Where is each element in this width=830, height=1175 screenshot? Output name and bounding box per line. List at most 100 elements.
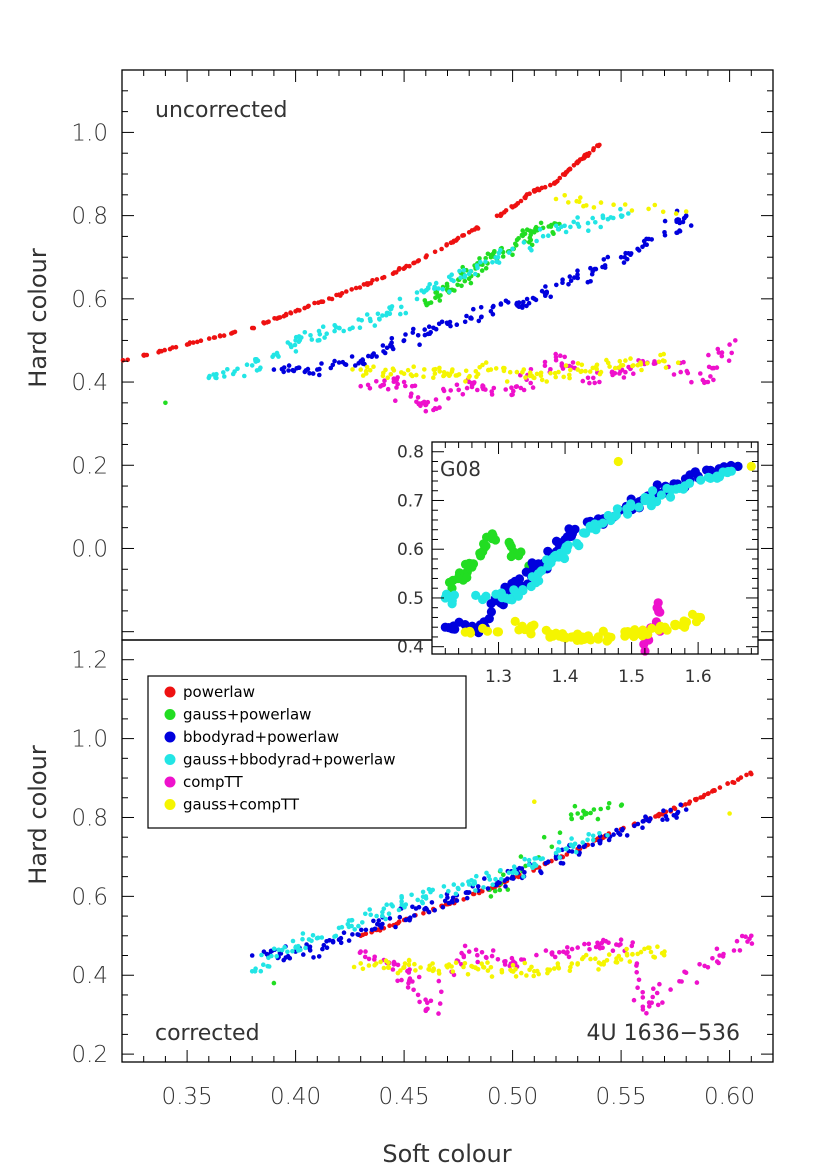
point-gauss-bbodyrad-powerlaw bbox=[303, 945, 308, 951]
point-gauss-powerlaw bbox=[488, 894, 494, 899]
point-powerlaw bbox=[698, 795, 703, 800]
top-y-axis-label: Hard colour bbox=[24, 248, 52, 388]
legend-label: gauss+bbodyrad+powerlaw bbox=[183, 751, 395, 769]
point-gauss-bbodyrad-powerlaw bbox=[483, 259, 488, 265]
point-gauss-bbodyrad-powerlaw bbox=[606, 515, 616, 526]
point-bbodyrad-powerlaw bbox=[572, 275, 577, 280]
legend-marker bbox=[164, 799, 176, 810]
point-gauss-compTT bbox=[519, 970, 524, 976]
point-gauss-bbodyrad-powerlaw bbox=[308, 333, 313, 338]
legend-marker bbox=[164, 709, 176, 720]
point-gauss-compTT bbox=[367, 368, 373, 373]
legend-entry-gauss-bbodyrad-powerlaw: gauss+bbodyrad+powerlaw bbox=[164, 751, 395, 769]
point-gauss-compTT bbox=[477, 365, 483, 370]
point-gauss-bbodyrad-powerlaw bbox=[384, 312, 389, 318]
point-gauss-bbodyrad-powerlaw bbox=[598, 518, 608, 528]
point-gauss-compTT bbox=[607, 364, 612, 369]
point-bbodyrad-powerlaw bbox=[635, 821, 641, 827]
point-gauss-compTT bbox=[594, 362, 600, 368]
point-powerlaw bbox=[596, 143, 601, 149]
point-gauss-compTT bbox=[514, 369, 520, 375]
point-gauss-compTT bbox=[380, 373, 386, 379]
point-compTT bbox=[521, 387, 527, 393]
point-gauss-compTT bbox=[593, 956, 598, 961]
point-gauss-bbodyrad-powerlaw bbox=[546, 233, 551, 238]
point-compTT bbox=[475, 959, 481, 965]
point-compTT bbox=[657, 981, 662, 987]
point-gauss-compTT bbox=[588, 956, 593, 962]
point-bbodyrad-powerlaw bbox=[524, 303, 529, 309]
point-gauss-bbodyrad-powerlaw bbox=[420, 889, 426, 895]
point-bbodyrad-powerlaw bbox=[328, 365, 334, 371]
point-gauss-compTT bbox=[358, 961, 364, 966]
point-gauss-compTT bbox=[621, 628, 632, 639]
point-gauss-bbodyrad-powerlaw bbox=[367, 907, 373, 912]
point-compTT bbox=[552, 954, 558, 960]
point-bbodyrad-powerlaw bbox=[332, 358, 337, 364]
point-gauss-bbodyrad-powerlaw bbox=[471, 590, 481, 601]
point-compTT bbox=[363, 949, 368, 954]
point-bbodyrad-powerlaw bbox=[577, 850, 582, 855]
point-gauss-bbodyrad-powerlaw bbox=[306, 937, 312, 942]
point-gauss-compTT bbox=[431, 375, 436, 381]
point-compTT bbox=[714, 959, 720, 964]
point-bbodyrad-powerlaw bbox=[683, 807, 689, 812]
point-powerlaw bbox=[461, 897, 467, 902]
point-gauss-compTT bbox=[598, 626, 608, 636]
point-compTT bbox=[640, 990, 645, 995]
point-gauss-bbodyrad-powerlaw bbox=[214, 375, 219, 381]
point-gauss-bbodyrad-powerlaw bbox=[261, 962, 266, 967]
point-gauss-powerlaw bbox=[529, 242, 535, 248]
point-bbodyrad-powerlaw bbox=[439, 319, 445, 325]
point-gauss-bbodyrad-powerlaw bbox=[540, 856, 545, 861]
point-powerlaw bbox=[472, 227, 477, 232]
top-panel-axes: 0.0 0.2 0.4 0.6 0.8 1.0 bbox=[71, 69, 774, 633]
point-gauss-powerlaw bbox=[595, 816, 601, 822]
point-compTT bbox=[437, 1001, 443, 1006]
point-gauss-compTT bbox=[539, 377, 545, 383]
legend-entry-compTT: compTT bbox=[164, 773, 243, 791]
point-compTT bbox=[503, 387, 509, 392]
point-gauss-powerlaw bbox=[437, 298, 443, 303]
point-gauss-compTT bbox=[633, 628, 643, 638]
point-gauss-compTT bbox=[463, 379, 468, 384]
point-bbodyrad-powerlaw bbox=[422, 906, 427, 912]
point-gauss-compTT bbox=[450, 969, 456, 974]
point-gauss-powerlaw bbox=[452, 288, 457, 293]
point-bbodyrad-powerlaw bbox=[498, 302, 504, 307]
point-gauss-compTT bbox=[538, 373, 544, 379]
point-compTT bbox=[733, 338, 738, 343]
point-compTT bbox=[582, 941, 587, 947]
point-gauss-compTT bbox=[681, 617, 692, 627]
point-gauss-compTT bbox=[548, 631, 558, 641]
point-gauss-bbodyrad-powerlaw bbox=[315, 338, 321, 343]
point-gauss-bbodyrad-powerlaw bbox=[526, 862, 532, 868]
point-gauss-compTT bbox=[561, 633, 571, 643]
point-gauss-compTT bbox=[586, 635, 596, 645]
y-tick-label: 0.4 bbox=[71, 963, 108, 989]
point-gauss-bbodyrad-powerlaw bbox=[292, 342, 298, 348]
point-compTT bbox=[569, 946, 575, 952]
point-bbodyrad-powerlaw bbox=[589, 271, 595, 277]
point-gauss-compTT bbox=[551, 966, 557, 971]
point-gauss-compTT bbox=[406, 962, 412, 968]
point-gauss-powerlaw bbox=[588, 810, 593, 816]
point-gauss-powerlaw bbox=[605, 805, 611, 811]
point-gauss-powerlaw bbox=[579, 815, 585, 821]
point-bbodyrad-powerlaw bbox=[417, 342, 422, 348]
point-bbodyrad-powerlaw bbox=[426, 324, 432, 330]
point-compTT bbox=[734, 938, 740, 944]
point-gauss-compTT bbox=[427, 967, 432, 972]
point-gauss-compTT bbox=[373, 961, 379, 966]
point-gauss-bbodyrad-powerlaw bbox=[346, 924, 352, 930]
point-gauss-bbodyrad-powerlaw bbox=[521, 240, 527, 245]
point-bbodyrad-powerlaw bbox=[539, 288, 545, 294]
point-powerlaw bbox=[518, 198, 524, 204]
point-compTT bbox=[710, 956, 715, 961]
point-bbodyrad-powerlaw bbox=[411, 326, 416, 332]
point-gauss-compTT bbox=[436, 971, 442, 976]
point-compTT bbox=[726, 358, 732, 364]
point-bbodyrad-powerlaw bbox=[588, 279, 593, 284]
point-bbodyrad-powerlaw bbox=[336, 360, 342, 365]
point-bbodyrad-powerlaw bbox=[338, 940, 344, 946]
